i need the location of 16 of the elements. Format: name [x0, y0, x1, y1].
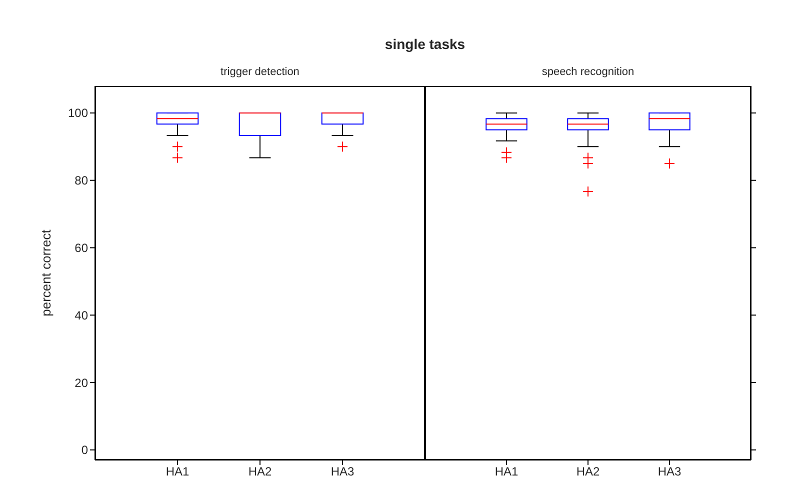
- x-tick-label: HA3: [658, 464, 682, 479]
- chart-subtitle: trigger detection: [220, 66, 300, 78]
- y-tick-label: 40: [74, 308, 88, 322]
- x-tick-label: HA1: [494, 464, 518, 479]
- y-tick-label: 100: [68, 106, 88, 120]
- x-tick-label: HA1: [166, 464, 190, 479]
- y-tick-label: 20: [74, 376, 88, 390]
- chart-subtitle: speech recognition: [540, 66, 636, 78]
- y-axis-title: percent correct: [38, 230, 54, 316]
- y-tick-label: 60: [74, 240, 88, 255]
- y-tick-label: 80: [74, 174, 88, 188]
- x-tick-label: HA2: [248, 464, 272, 479]
- x-tick-label: HA3: [330, 464, 354, 479]
- x-tick-label: HA2: [576, 464, 600, 479]
- y-tick-label: 0: [81, 443, 88, 458]
- chart-title: single tasks: [384, 36, 466, 52]
